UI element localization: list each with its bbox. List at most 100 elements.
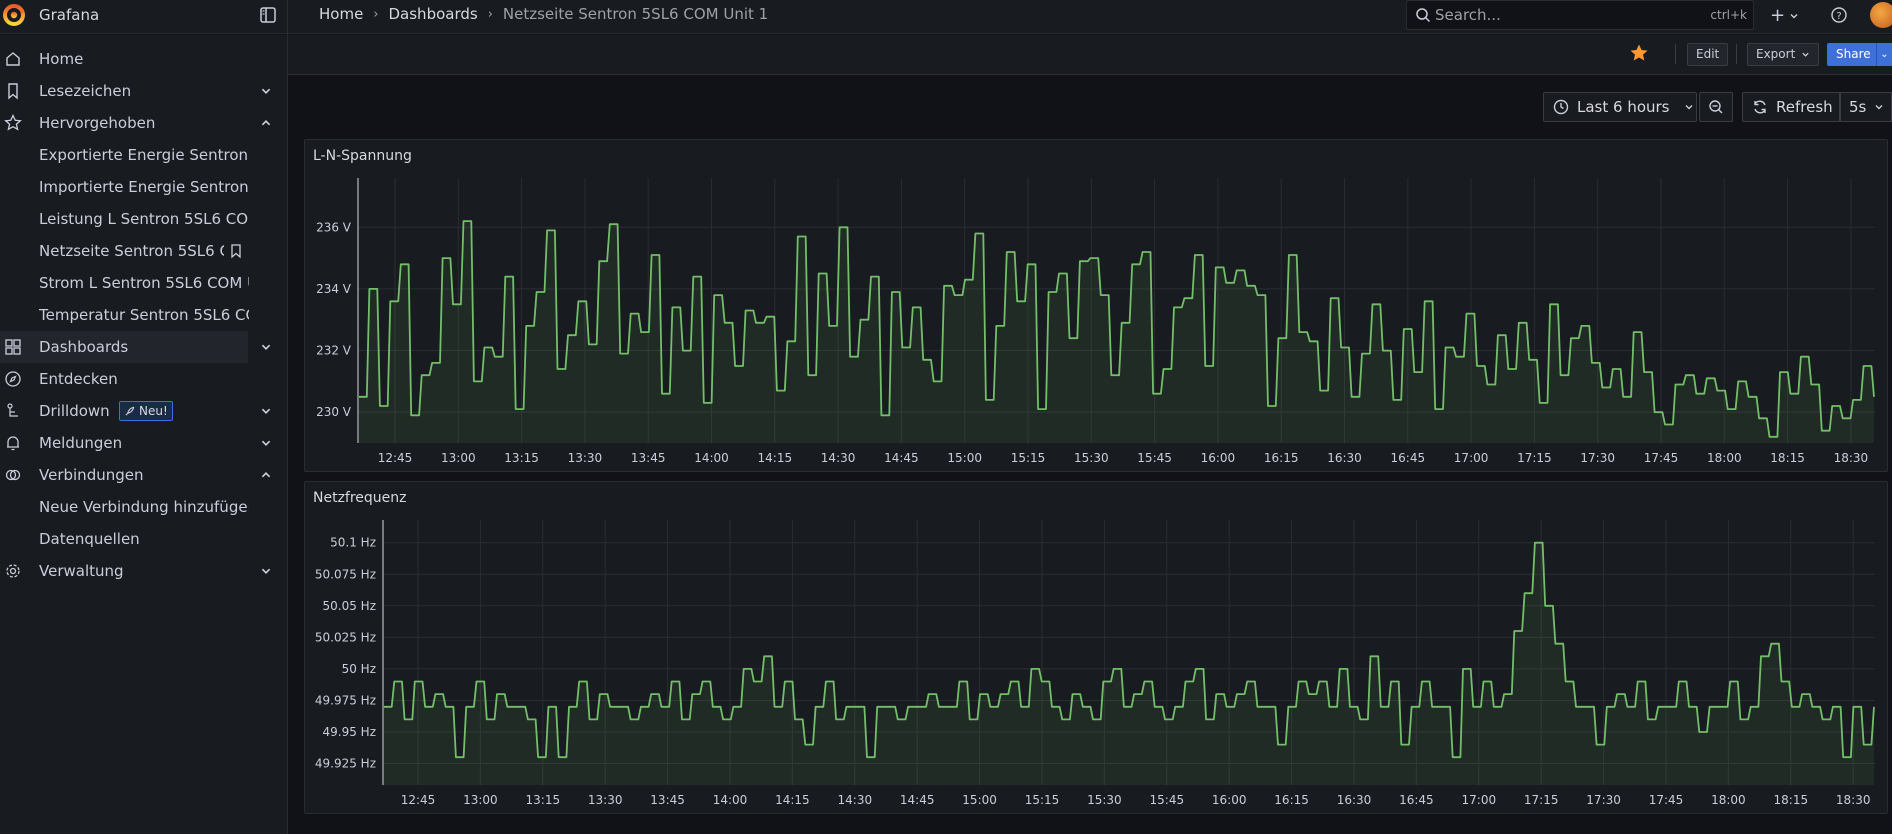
y-tick-label: 232 V: [316, 344, 352, 358]
panel-title: Netzfrequenz: [313, 490, 407, 506]
x-tick-label: 18:00: [1711, 793, 1746, 807]
y-tick-label: 50 Hz: [342, 662, 376, 676]
refresh-button[interactable]: Refresh: [1742, 92, 1840, 122]
sidebar-item-administration[interactable]: Verwaltung: [0, 555, 287, 587]
chevron-down-icon[interactable]: [260, 405, 272, 417]
sidebar-item-explore[interactable]: Entdecken: [0, 363, 287, 395]
x-tick-label: 13:00: [441, 451, 476, 465]
sidebar-item-label: Entdecken: [39, 370, 118, 388]
x-tick-label: 14:00: [713, 793, 748, 807]
x-tick-label: 16:15: [1274, 793, 1309, 807]
starred-dashboard-label: Exportierte Energie Sentron 5SL6 COM Uni…: [39, 146, 249, 164]
chevron-down-icon: [1802, 52, 1809, 57]
starred-dashboard-link[interactable]: Exportierte Energie Sentron 5SL6 COM Uni…: [0, 139, 287, 171]
starred-dashboard-link[interactable]: Temperatur Sentron 5SL6 COM Unit 1: [0, 299, 287, 331]
panel-title: L-N-Spannung: [313, 148, 412, 164]
sidebar-item-home[interactable]: Home: [0, 43, 287, 75]
sidebar-item-dashboards[interactable]: Dashboards: [0, 331, 248, 363]
sidebar-item-connections[interactable]: Verbindungen: [0, 459, 287, 491]
x-tick-label: 18:15: [1774, 793, 1809, 807]
chevron-down-icon[interactable]: [260, 341, 272, 353]
sidebar-item-label: Verbindungen: [39, 466, 144, 484]
y-tick-label: 230 V: [316, 405, 352, 419]
panel-ln-voltage[interactable]: L-N-Spannung 230 V 232 V 234 V 236 V 12:45 13…: [304, 139, 1888, 472]
sidebar-item-label: Datenquellen: [39, 530, 140, 548]
x-tick-label: 16:30: [1327, 451, 1362, 465]
share-menu-button[interactable]: ⌄: [1876, 43, 1892, 66]
y-tick-label: 50.05 Hz: [323, 599, 377, 613]
chevron-down-icon[interactable]: [260, 85, 272, 97]
chevron-down-icon: [1790, 13, 1798, 18]
star-icon[interactable]: [1629, 43, 1649, 63]
zoom-out-button[interactable]: [1699, 92, 1733, 122]
top-bar: Grafana Home › Dashboards › Netzseite Se…: [0, 0, 1892, 34]
series-area: [359, 221, 1874, 443]
panel-grid-frequency[interactable]: Netzfrequenz 49.925 Hz 49.95 Hz 49.975 Hz 5…: [304, 481, 1888, 814]
grid: [358, 178, 1875, 443]
sidebar-item-drilldown[interactable]: Drilldown Neu!: [0, 395, 287, 427]
x-tick-label: 18:30: [1836, 793, 1871, 807]
chevron-up-icon[interactable]: [260, 117, 272, 129]
sidebar-item-bookmarks[interactable]: Lesezeichen: [0, 75, 287, 107]
x-tick-label: 17:45: [1644, 451, 1679, 465]
x-tick-label: 18:15: [1770, 451, 1805, 465]
gear-icon: [6, 564, 20, 578]
breadcrumb-home[interactable]: Home: [319, 5, 364, 23]
sidebar-item-label: Home: [39, 50, 84, 68]
y-tick-label: 234 V: [316, 282, 352, 296]
sidebar-item-label: Verwaltung: [39, 562, 124, 580]
starred-dashboard-link[interactable]: Netzseite Sentron 5SL6 COM Unit 1: [0, 235, 287, 267]
x-tick-label: 13:15: [526, 793, 561, 807]
x-tick-label: 15:30: [1087, 793, 1122, 807]
x-tick-label: 14:45: [884, 451, 919, 465]
sidebar-item-starred[interactable]: Hervorgehoben: [0, 107, 287, 139]
sidebar-item-datasources[interactable]: Datenquellen: [0, 523, 287, 555]
y-tick-label: 49.975 Hz: [315, 693, 376, 707]
time-range-picker[interactable]: Last 6 hours: [1543, 92, 1697, 122]
x-tick-label: 16:15: [1264, 451, 1299, 465]
dock-menu-icon[interactable]: [259, 6, 277, 24]
share-button[interactable]: Share: [1827, 43, 1892, 66]
svg-text:?: ?: [1836, 11, 1841, 22]
x-tick-label: 13:00: [463, 793, 498, 807]
new-button[interactable]: +: [1770, 5, 1799, 26]
y-tick-label: 50.075 Hz: [315, 567, 376, 581]
x-tick-label: 17:45: [1649, 793, 1684, 807]
x-tick-label: 14:30: [838, 793, 873, 807]
x-tick-label: 16:45: [1399, 793, 1434, 807]
chevron-down-icon[interactable]: [260, 565, 272, 577]
x-tick-label: 15:45: [1150, 793, 1185, 807]
grid: [383, 520, 1875, 785]
bell-icon: [7, 436, 19, 451]
refresh-interval-picker[interactable]: 5s: [1840, 92, 1892, 122]
x-tick-label: 13:30: [568, 451, 603, 465]
breadcrumb-dashboards[interactable]: Dashboards: [388, 5, 478, 23]
x-tick-label: 15:00: [962, 793, 997, 807]
search-input[interactable]: [1435, 5, 1685, 25]
home-icon: [6, 52, 20, 66]
starred-dashboard-label: Netzseite Sentron 5SL6 COM Unit 1: [39, 242, 224, 260]
user-avatar[interactable]: [1870, 2, 1892, 28]
x-tick-label: 14:15: [758, 451, 793, 465]
sidebar-item-add-connection[interactable]: Neue Verbindung hinzufügen: [0, 491, 287, 523]
starred-dashboard-link[interactable]: Leistung L Sentron 5SL6 COM Unit 1: [0, 203, 287, 235]
search-box[interactable]: ctrl+k: [1406, 0, 1754, 30]
export-button[interactable]: Export: [1747, 43, 1820, 66]
help-icon[interactable]: ?: [1830, 6, 1848, 24]
starred-dashboard-link[interactable]: Importierte Energie Sentron 5SL6 COM Uni…: [0, 171, 287, 203]
series-line: [359, 220, 1875, 438]
sidebar-item-alerting[interactable]: Meldungen: [0, 427, 287, 459]
x-tick-label: 17:00: [1462, 793, 1497, 807]
starred-dashboard-link[interactable]: Strom L Sentron 5SL6 COM Unit 1: [0, 267, 287, 299]
refresh-label: Refresh: [1776, 98, 1833, 116]
chevron-up-icon[interactable]: [260, 469, 272, 481]
x-tick-label: 17:15: [1524, 793, 1559, 807]
chevron-down-icon[interactable]: [260, 437, 272, 449]
edit-button[interactable]: Edit: [1687, 43, 1729, 66]
grafana-logo[interactable]: [2, 3, 26, 27]
x-tick-label: 13:45: [650, 793, 685, 807]
starred-dashboard-label: Importierte Energie Sentron 5SL6 COM Uni…: [39, 178, 249, 196]
bookmark-icon[interactable]: [229, 243, 243, 259]
x-tick-label: 17:00: [1454, 451, 1489, 465]
starred-dashboard-label: Strom L Sentron 5SL6 COM Unit 1: [39, 274, 249, 292]
